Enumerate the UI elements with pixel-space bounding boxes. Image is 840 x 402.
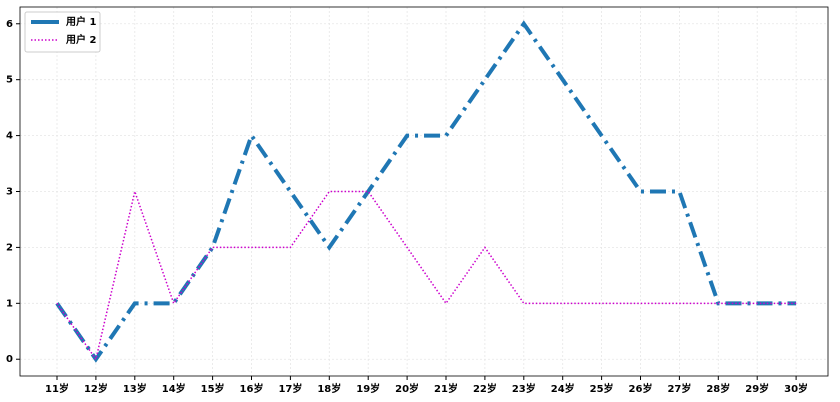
x-tick-label: 26岁 xyxy=(629,382,653,395)
x-tick-label: 11岁 xyxy=(45,382,69,395)
x-tick-label: 29岁 xyxy=(745,382,769,395)
x-tick-label: 21岁 xyxy=(434,382,458,395)
x-tick-label: 18岁 xyxy=(317,382,341,395)
x-tick-label: 22岁 xyxy=(473,382,497,395)
x-tick-label: 19岁 xyxy=(356,382,380,395)
plot-frame xyxy=(19,6,829,377)
x-tick-label: 25岁 xyxy=(590,382,614,395)
y-tick-label: 3 xyxy=(6,187,13,198)
x-tick-label: 15岁 xyxy=(201,382,225,395)
x-tick-label: 20岁 xyxy=(395,382,419,395)
y-tick-label: 5 xyxy=(6,75,13,86)
x-tick-label: 30岁 xyxy=(784,382,808,395)
x-tick-label: 28岁 xyxy=(706,382,730,395)
x-tick-label: 23岁 xyxy=(512,382,536,395)
y-tick-label: 6 xyxy=(6,19,13,30)
y-tick-label: 2 xyxy=(6,242,13,253)
y-tick-label: 4 xyxy=(6,131,13,142)
legend-label: 用户 2 xyxy=(65,33,96,46)
legend-label: 用户 1 xyxy=(65,15,96,28)
x-tick-label: 12岁 xyxy=(84,382,108,395)
x-tick-label: 17岁 xyxy=(278,382,302,395)
y-tick-label: 1 xyxy=(6,298,13,309)
line-series xyxy=(56,188,797,362)
x-tick-label: 16岁 xyxy=(240,382,264,395)
x-tick-label: 27岁 xyxy=(667,382,691,395)
y-tick-label: 0 xyxy=(6,354,13,365)
x-tick-label: 13岁 xyxy=(123,382,147,395)
x-tick-label: 14岁 xyxy=(162,382,186,395)
x-tick-label: 24岁 xyxy=(551,382,575,395)
legend: 用户 1 用户 2 xyxy=(24,11,101,53)
line-series xyxy=(55,20,797,363)
